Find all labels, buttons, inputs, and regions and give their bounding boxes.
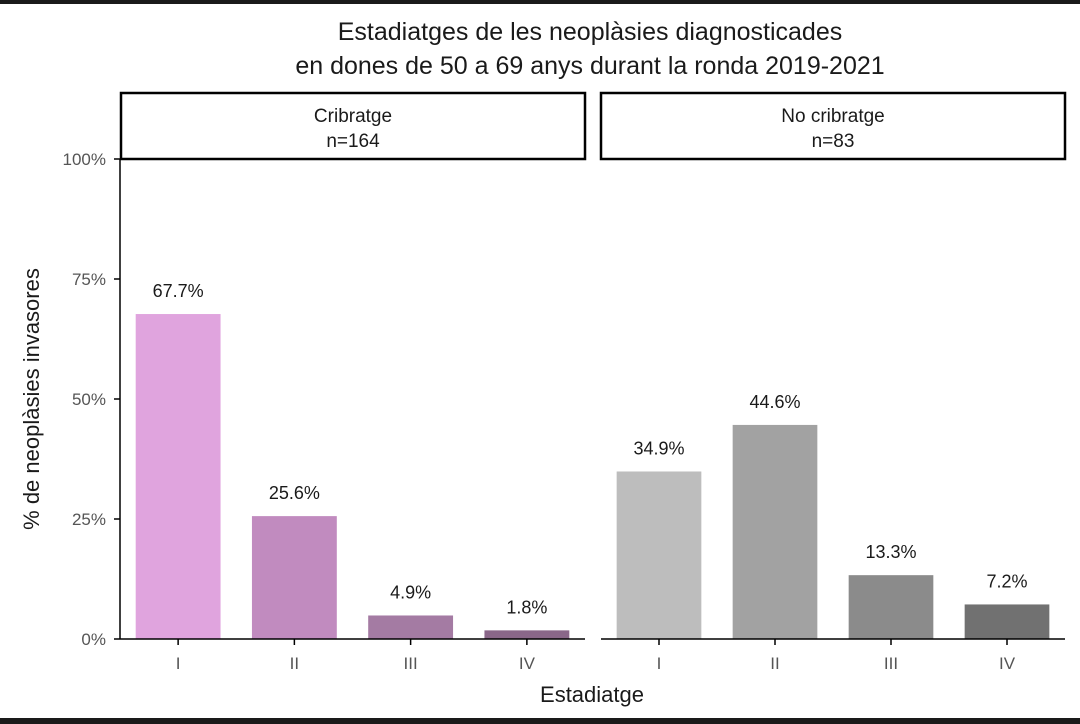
bottom-frame-band [0,718,1080,724]
bar-label-cribratge-ii: 25.6% [269,483,320,503]
x-tick-label-cribratge-i: I [176,654,181,673]
chart-title-line-1: Estadiatges de les neoplàsies diagnostic… [338,18,843,46]
strip-count-cribratge: n=164 [326,131,380,152]
x-tick-label-cribratge-iv: IV [519,654,536,673]
y-tick-label-100: 100% [63,150,106,169]
bar-no-cribratge-iv [964,604,1050,639]
bar-no-cribratge-i [616,471,702,639]
y-tick-label-50: 50% [72,390,106,409]
strip-box-no-cribratge [599,91,1067,161]
panel-cribratge: Cribratge n=164 67.7% 25.6% 4.9% 1.8% [119,91,587,639]
panel-no-cribratge: No cribratge n=83 34.9% 44.6% 13.3% 7.2% [599,91,1067,639]
bar-no-cribratge-iii [848,575,934,639]
bar-label-cribratge-iii: 4.9% [390,582,431,602]
x-axis: I II III IV I II III IV [120,638,1065,673]
bar-cribratge-iv [484,630,570,639]
x-tick-label-cribratge-ii: II [290,654,299,673]
bar-label-no-cribratge-ii: 44.6% [749,392,800,412]
bar-label-no-cribratge-iii: 13.3% [865,542,916,562]
bar-cribratge-i [135,314,221,639]
bars-no-cribratge: 34.9% 44.6% 13.3% 7.2% [616,392,1050,639]
y-tick-label-75: 75% [72,270,106,289]
y-tick-label-25: 25% [72,510,106,529]
bar-cribratge-iii [368,615,454,639]
strip-count-no-cribratge: n=83 [812,131,855,152]
bar-label-cribratge-iv: 1.8% [506,597,547,617]
strip-label-no-cribratge: No cribratge [781,106,885,127]
chart-title-line-2: en dones de 50 a 69 anys durant la ronda… [295,52,884,80]
bar-label-no-cribratge-i: 34.9% [633,438,684,458]
y-axis-title: % de neoplàsies invasores [19,268,44,530]
bar-no-cribratge-ii [732,424,818,639]
strip-box-cribratge [119,91,587,161]
bar-label-no-cribratge-iv: 7.2% [986,571,1027,591]
x-tick-label-no-cribratge-iii: III [884,654,898,673]
x-tick-label-no-cribratge-iv: IV [999,654,1016,673]
x-tick-label-no-cribratge-i: I [657,654,662,673]
y-tick-label-0: 0% [81,630,106,649]
x-tick-label-no-cribratge-ii: II [770,654,779,673]
x-tick-label-cribratge-iii: III [404,654,418,673]
bar-cribratge-ii [251,516,337,639]
strip-label-cribratge: Cribratge [314,106,392,127]
bar-label-cribratge-i: 67.7% [153,281,204,301]
bars-cribratge: 67.7% 25.6% 4.9% 1.8% [135,281,570,639]
y-axis: 0% 25% 50% 75% 100% [63,150,121,649]
x-axis-title: Estadiatge [540,682,644,707]
top-frame-band [0,0,1080,4]
